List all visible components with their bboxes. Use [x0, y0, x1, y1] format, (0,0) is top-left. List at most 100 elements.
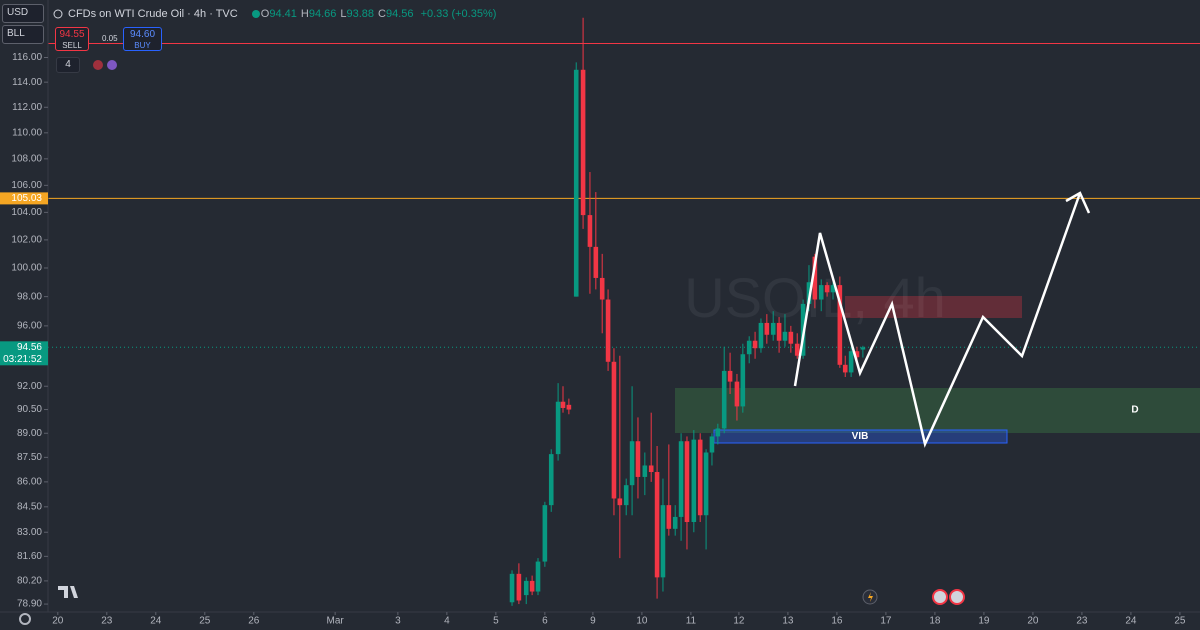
indicators-toggle[interactable]: 4 — [56, 57, 80, 73]
settings-icon[interactable] — [19, 613, 31, 625]
y-tick-label: 116.00 — [12, 52, 42, 63]
price-badge-label: 105.03 — [11, 193, 42, 204]
ohlc-value: 94.66 — [308, 8, 337, 20]
status-icon — [252, 10, 260, 18]
candle-body — [642, 465, 648, 477]
indicator-count: 4 — [65, 59, 71, 70]
buy-price: 94.60 — [129, 29, 156, 40]
y-tick-label: 108.00 — [11, 153, 42, 164]
buy-button[interactable]: 94.60 BUY — [123, 27, 162, 51]
candle-body — [587, 215, 593, 247]
spread: 0.05 — [102, 34, 118, 43]
change: +0.33 (+0.35%) — [420, 8, 497, 20]
price-badge-label: 94.56 — [17, 342, 42, 353]
y-tick-label: 78.90 — [17, 599, 42, 610]
event-icon[interactable] — [932, 589, 948, 605]
y-tick-label: 102.00 — [11, 235, 42, 246]
candle-body — [611, 361, 617, 499]
x-tick-label: Mar — [327, 616, 345, 627]
candle-body — [529, 580, 535, 592]
candle-body — [812, 256, 818, 300]
x-tick-label: 16 — [831, 616, 843, 627]
overlay: VIB D — [793, 191, 1139, 448]
unit-select[interactable]: BLL — [2, 25, 44, 44]
candle-body — [654, 472, 660, 578]
candle-body — [715, 428, 721, 437]
y-tick-label: 114.00 — [12, 77, 42, 88]
candle-body — [691, 439, 697, 523]
zones: USOIL, 4h — [675, 266, 1200, 444]
ohlc-value: 93.88 — [346, 8, 375, 20]
price-lines — [48, 43, 1200, 348]
candle-body — [535, 561, 541, 592]
zone-label: VIB — [852, 431, 869, 442]
candle-body — [709, 436, 715, 453]
candle-body — [794, 343, 800, 356]
legend: CFDs on WTI Crude Oil · 4h · TVC O94.41 H… — [68, 8, 496, 20]
y-tick-label: 90.50 — [17, 404, 42, 415]
countdown: 03:21:52 — [3, 354, 42, 365]
ohlc-key: L — [340, 8, 347, 20]
event-icon-glyph — [868, 592, 873, 602]
x-tick-label: 20 — [1027, 616, 1039, 627]
currency-select[interactable]: USD — [2, 4, 44, 23]
candle-body — [758, 322, 764, 349]
event-icon[interactable] — [949, 589, 965, 605]
ohlc-value: 94.41 — [269, 8, 297, 20]
candles — [509, 17, 866, 606]
candle-body — [678, 441, 684, 517]
tv-logo — [58, 586, 78, 598]
candle-body — [635, 441, 641, 477]
candle-body — [697, 439, 703, 516]
candle-body — [580, 69, 586, 216]
y-tick-label: 80.20 — [17, 576, 42, 587]
projection-path — [793, 192, 1082, 448]
y-tick-label: 83.00 — [17, 527, 42, 538]
sell-price: 94.55 — [59, 29, 85, 40]
y-tick-label: 104.00 — [11, 207, 42, 218]
candle-body — [566, 404, 572, 410]
x-tick-label: 4 — [444, 616, 450, 627]
x-tick-label: 24 — [150, 616, 162, 627]
sell-button[interactable]: 94.55 SELL — [55, 27, 89, 51]
candle-body — [842, 364, 848, 373]
unit: BLL — [7, 28, 25, 39]
candle-body — [548, 454, 554, 506]
candle-body — [593, 246, 599, 278]
demand-zone — [675, 388, 1200, 433]
ohlc: O94.41 H94.66 L93.88 C94.56 — [257, 8, 414, 20]
x-tick-label: 9 — [590, 616, 596, 627]
y-tick-label: 96.00 — [17, 321, 42, 332]
candle-body — [764, 322, 770, 335]
candle-body — [830, 285, 836, 293]
candle-body — [599, 277, 605, 300]
y-tick-label: 87.50 — [17, 452, 42, 463]
candle-body — [770, 322, 776, 335]
candle-body — [648, 465, 654, 473]
currency: USD — [7, 7, 29, 18]
candle-body — [509, 573, 515, 603]
ohlc-key: H — [300, 8, 309, 20]
candle-body — [848, 351, 854, 373]
y-tick-label: 89.00 — [17, 428, 42, 439]
candle-body — [629, 441, 635, 486]
ohlc-key: C — [378, 8, 386, 20]
x-tick-label: 26 — [248, 616, 260, 627]
candle-body — [727, 370, 733, 382]
candle-body — [837, 285, 843, 365]
y-tick-label: 92.00 — [17, 381, 42, 392]
x-tick-label: 18 — [929, 616, 941, 627]
sell-label: SELL — [62, 41, 82, 50]
y-tick-label: 112.00 — [12, 102, 42, 113]
y-tick-label: 106.00 — [11, 180, 42, 191]
candle-body — [560, 401, 566, 408]
candle-body — [666, 505, 672, 529]
y-tick-label: 110.00 — [12, 127, 42, 138]
x-tick-label: 23 — [101, 616, 113, 627]
candle-body — [555, 401, 561, 455]
candle-body — [734, 381, 740, 407]
y-tick-label: 86.00 — [17, 477, 42, 488]
x-tick-label: 6 — [542, 616, 548, 627]
